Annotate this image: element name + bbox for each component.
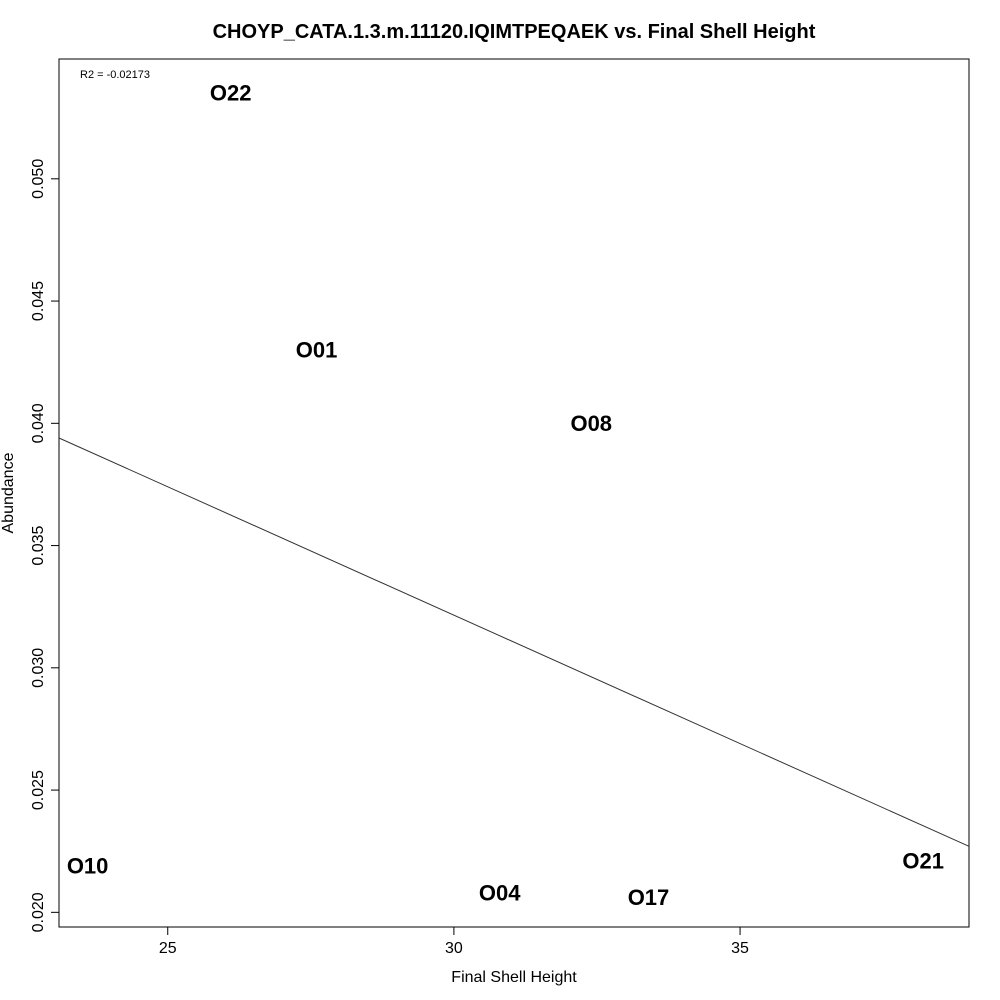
point-label-o22: O22 [210, 81, 252, 106]
y-axis: 0.020 0.025 0.030 0.035 0.040 0.045 0.050 [30, 159, 59, 932]
point-label-o04: O04 [479, 880, 521, 905]
x-tick-label: 35 [731, 940, 749, 957]
y-tick-label: 0.050 [30, 159, 47, 199]
y-axis-label: Abundance [0, 452, 17, 533]
y-tick-label: 0.030 [30, 648, 47, 688]
chart-title: CHOYP_CATA.1.3.m.11120.IQIMTPEQAEK vs. F… [213, 21, 816, 43]
x-axis-label: Final Shell Height [451, 969, 577, 986]
point-label-o08: O08 [570, 411, 612, 436]
x-axis: 25 30 35 [159, 927, 749, 957]
regression-line [58, 437, 970, 847]
x-tick-label: 25 [159, 940, 177, 957]
y-tick-label: 0.035 [30, 525, 47, 565]
y-tick-label: 0.025 [30, 770, 47, 810]
y-tick-label: 0.040 [30, 403, 47, 443]
data-points: O22 O01 O08 O10 O04 O17 O21 [67, 81, 944, 910]
r2-annotation: R2 = -0.02173 [80, 69, 150, 81]
plot-frame [58, 58, 970, 928]
x-tick-label: 30 [445, 940, 463, 957]
y-tick-label: 0.045 [30, 281, 47, 321]
y-tick-label: 0.020 [30, 892, 47, 932]
point-label-o21: O21 [902, 848, 944, 873]
point-label-o17: O17 [628, 885, 670, 910]
point-label-o01: O01 [296, 337, 338, 362]
point-label-o10: O10 [67, 853, 109, 878]
